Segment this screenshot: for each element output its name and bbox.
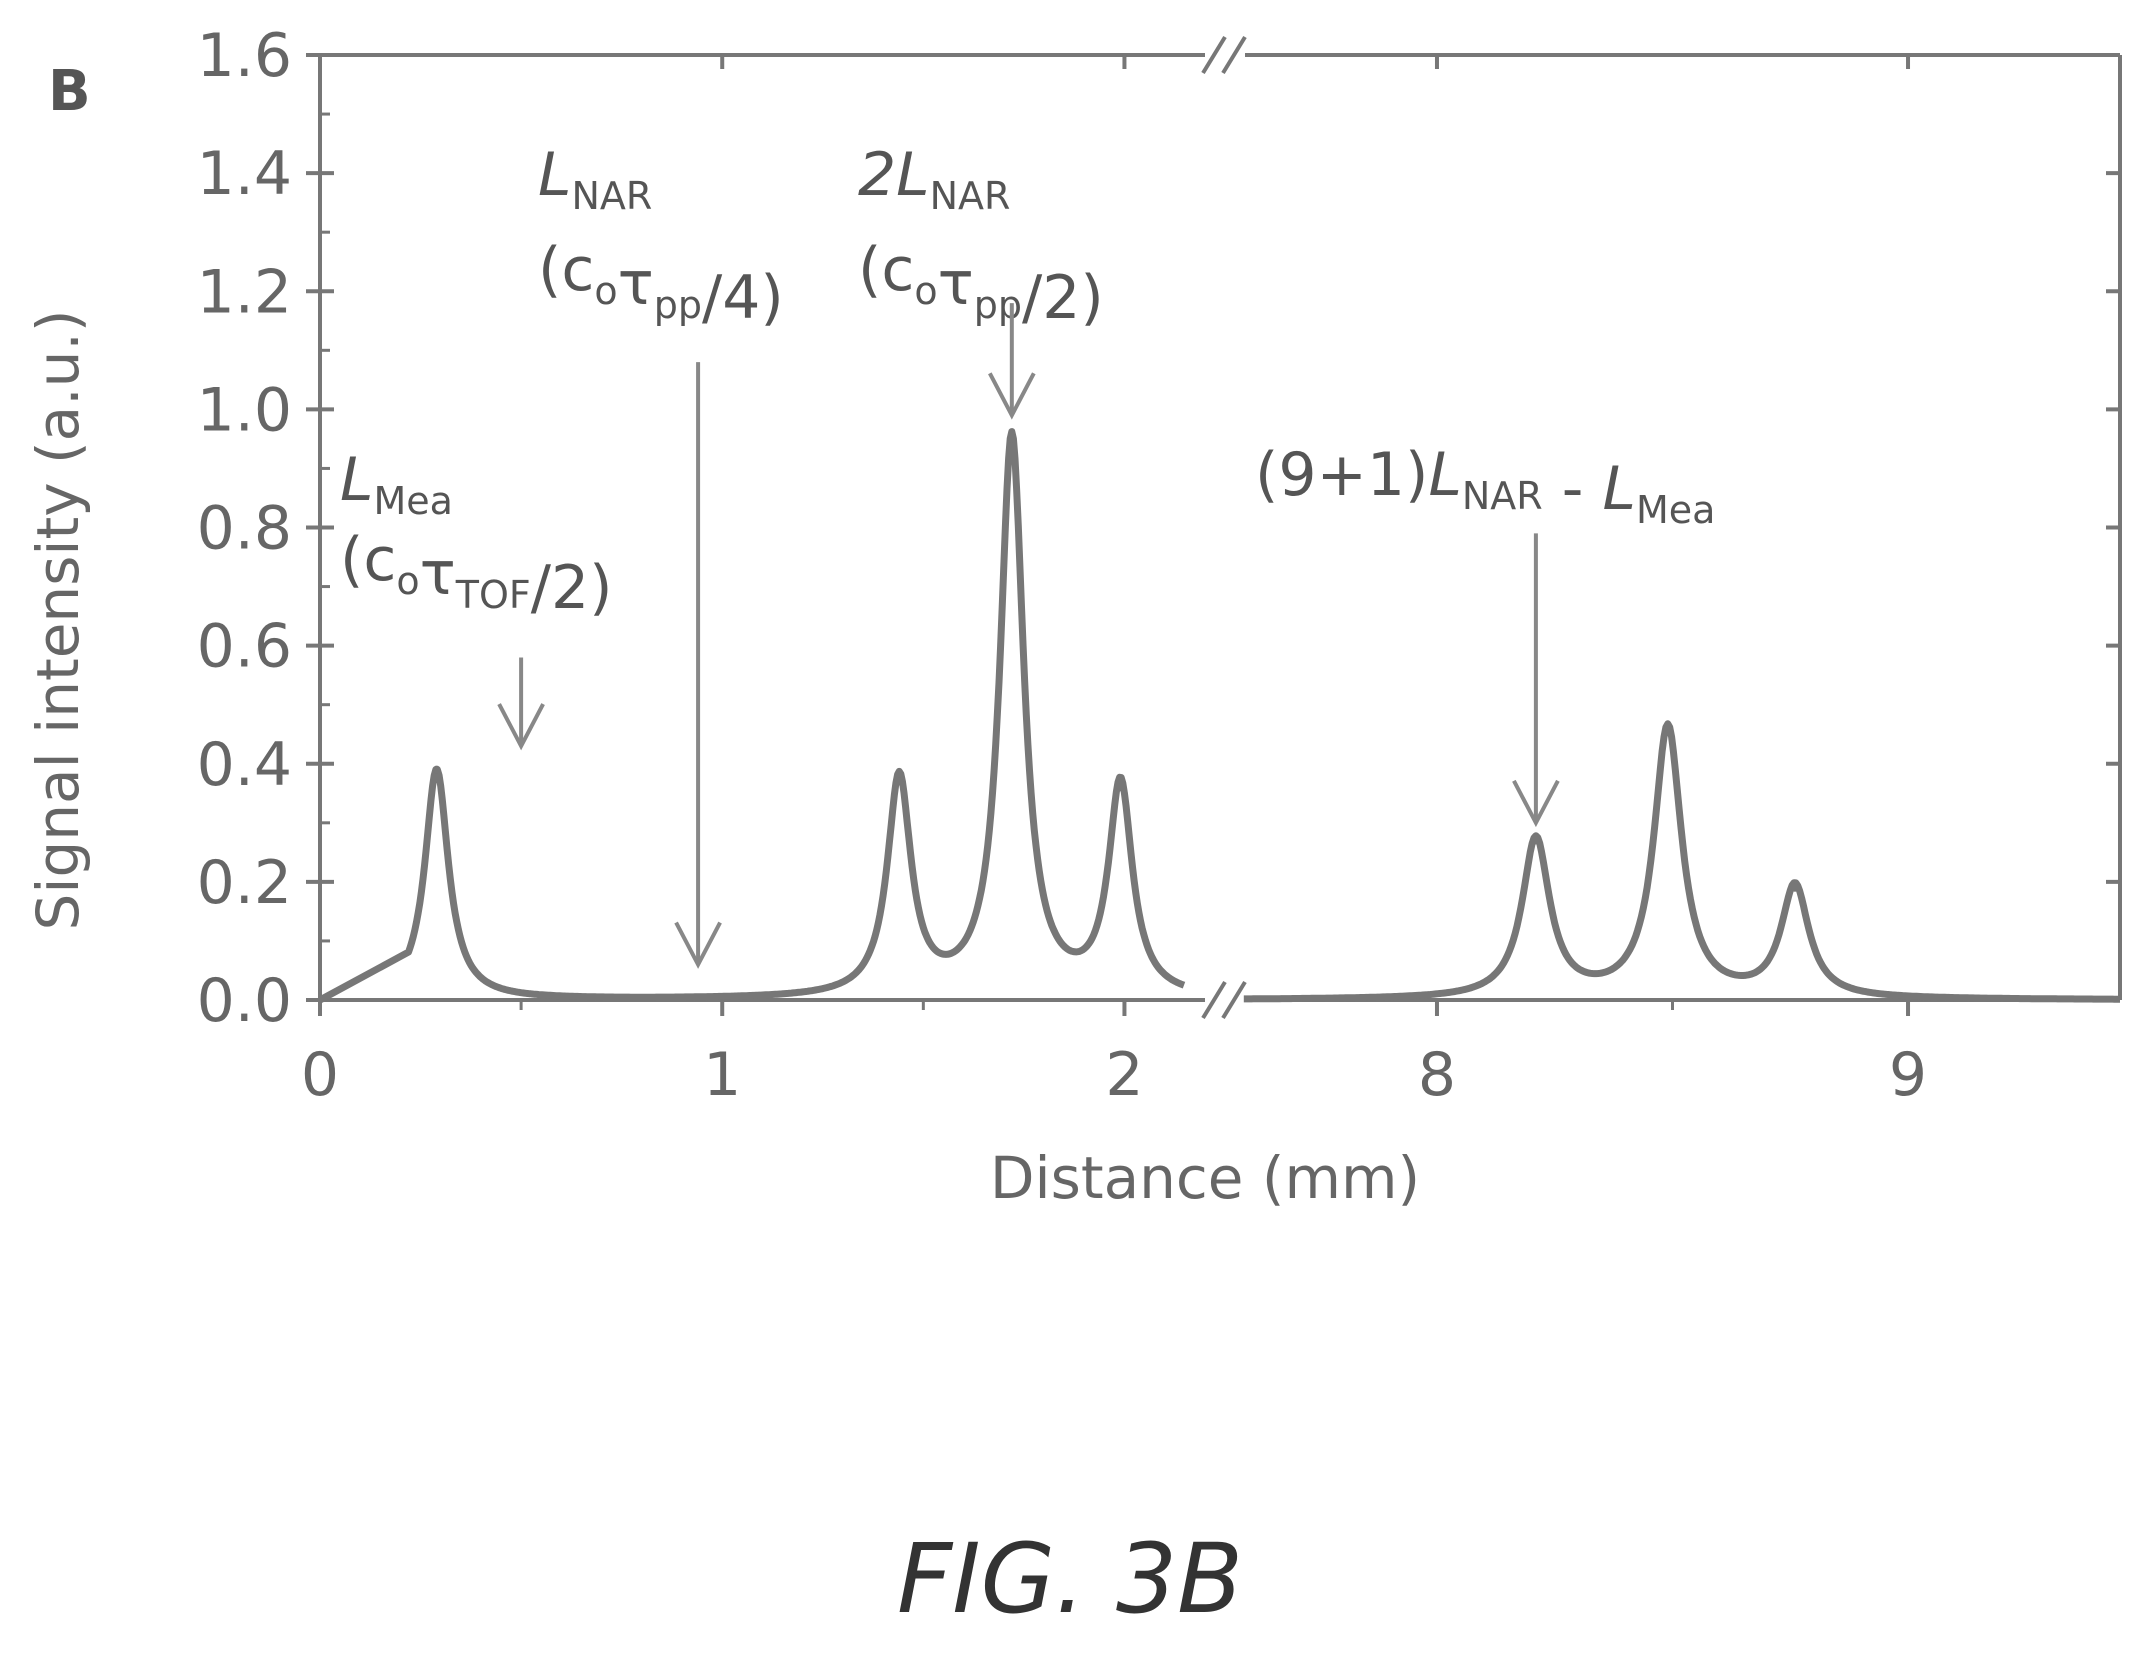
annotation-lnar-line2: (coτpp/4) — [538, 235, 784, 333]
x-axis-title: Distance (mm) — [990, 1144, 1420, 1212]
annotation-2lnar-line2: (coτpp/2) — [858, 235, 1104, 333]
panel-label: B — [48, 59, 91, 124]
x-tick-label: 9 — [1889, 1040, 1927, 1110]
plot-area: 0.00.20.40.60.81.01.21.41.60 1 2 8 9LMea(coτ… — [197, 21, 2122, 1110]
y-tick-label: 1.6 — [197, 21, 292, 91]
annotation-text-part: NAR — [1462, 474, 1543, 518]
annotation-9p1-line1: (9+1)LNAR - LMea — [1255, 440, 1715, 532]
annotation-text-part: τ — [938, 249, 974, 319]
annotation-text-part: Mea — [373, 479, 452, 523]
y-tick-label: 0.4 — [197, 730, 292, 800]
y-axis-title: Signal intensity (a.u.) — [24, 310, 92, 931]
axis-break-mark — [1201, 980, 1227, 1020]
annotation-text-part: o — [914, 269, 937, 313]
annotation-lnar-line1: LNAR — [538, 140, 652, 218]
annotation-lmea-line2: (coτTOF/2) — [340, 525, 613, 623]
annotation-text-part: (c — [858, 235, 914, 305]
signal-line-segment — [1242, 720, 2122, 1003]
x-tick-label: 0 — [301, 1040, 339, 1110]
peak-point — [1007, 434, 1016, 443]
annotation-text-part: L — [1603, 454, 1636, 524]
peak-point — [1790, 883, 1799, 892]
annotation-text-part: - — [1543, 454, 1603, 524]
x-tick-label: 8 — [1418, 1040, 1456, 1110]
annotation-text-part: (c — [538, 235, 594, 305]
axis-break-mark — [1221, 35, 1247, 75]
y-tick-label: 0.6 — [197, 612, 292, 682]
y-tick-label: 0.8 — [197, 494, 292, 564]
annotation-text-part: pp — [974, 283, 1022, 327]
y-tick-label: 1.0 — [197, 375, 292, 445]
figure-caption: FIG. 3B — [897, 1523, 1243, 1635]
peak-point — [1531, 836, 1540, 845]
annotation-lmea-line1: LMea — [340, 445, 453, 523]
annotation-text-part: TOF — [455, 573, 531, 617]
annotation-text-part: 2L — [858, 140, 930, 210]
y-tick-label: 0.2 — [197, 848, 292, 918]
annotation-text-part: NAR — [930, 174, 1011, 218]
peak-point — [895, 777, 904, 786]
annotation-arrow-head — [497, 703, 545, 751]
annotation-text-part: o — [594, 269, 617, 313]
annotation-text-part: /2) — [531, 553, 613, 623]
annotation-text-part: /4) — [702, 263, 784, 333]
peak-point — [1116, 783, 1125, 792]
y-tick-label: 0.0 — [197, 966, 292, 1036]
annotation-text-part: τ — [618, 249, 654, 319]
annotation-text-part: pp — [654, 283, 702, 327]
annotation-text-part: Mea — [1636, 488, 1715, 532]
annotation-text-part: L — [340, 445, 373, 515]
annotation-text-part: L — [1428, 440, 1461, 510]
x-tick-label: 2 — [1105, 1040, 1143, 1110]
annotation-2lnar-line1: 2LNAR — [858, 140, 1010, 218]
annotation-text-part: (9+1) — [1255, 440, 1428, 510]
annotation-arrow-head — [988, 372, 1036, 420]
y-tick-label: 1.4 — [197, 139, 292, 209]
annotation-text-part: NAR — [571, 174, 652, 218]
axis-break-mark — [1221, 980, 1247, 1020]
annotation-arrow-head — [674, 921, 722, 969]
annotation-text-part: (c — [340, 525, 396, 595]
annotation-text-part: /2) — [1022, 263, 1104, 333]
annotation-text-part: τ — [420, 539, 456, 609]
annotation-arrow-head — [1512, 779, 1560, 828]
x-tick-label: 1 — [703, 1040, 741, 1110]
axis-break-mark — [1201, 35, 1227, 75]
y-tick-label: 1.2 — [197, 257, 292, 327]
annotation-text-part: o — [396, 559, 419, 603]
annotation-text-part: L — [538, 140, 571, 210]
signal-line-segment — [318, 428, 1186, 1004]
peak-point — [1663, 724, 1672, 733]
peak-point — [432, 765, 441, 774]
